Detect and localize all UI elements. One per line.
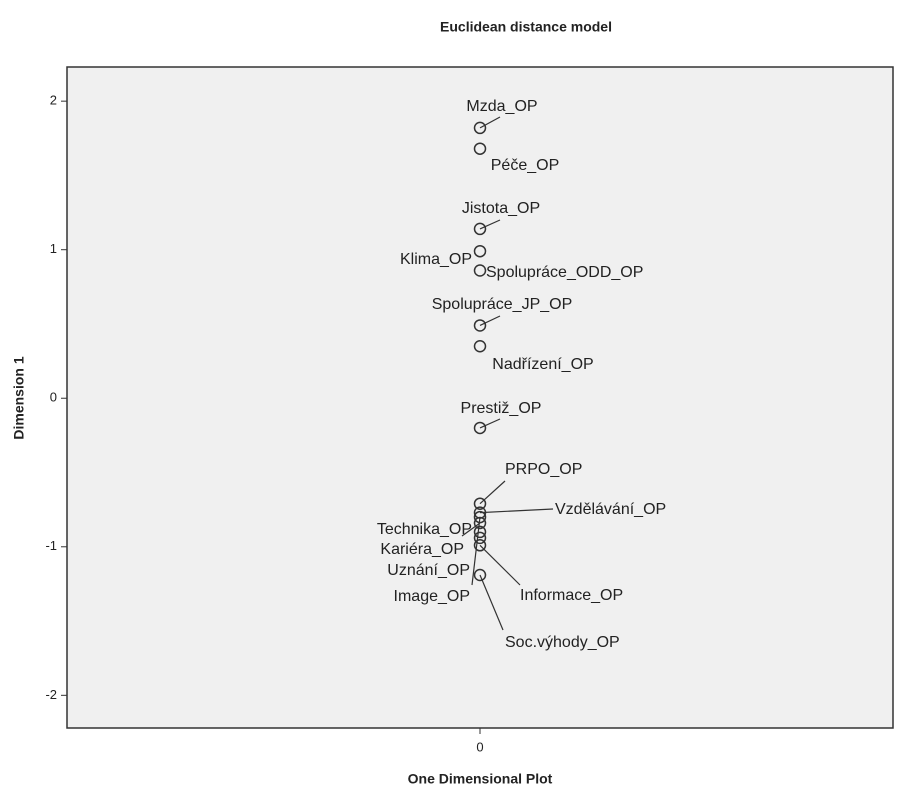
- point: [473, 497, 487, 510]
- point-label: Informace_OP: [520, 587, 623, 604]
- point-label: Mzda_OP: [466, 98, 537, 115]
- y-tick-label: -2: [45, 687, 57, 702]
- point: [473, 531, 487, 545]
- leader-line: [479, 574, 504, 631]
- y-tick-label: -1: [45, 538, 57, 553]
- point: [473, 510, 487, 524]
- point: [473, 244, 487, 258]
- point: [473, 421, 487, 435]
- point-label: Vzdělávání_OP: [555, 501, 666, 518]
- chart-title: Euclidean distance model: [440, 19, 612, 35]
- point-label: Jistota_OP: [462, 200, 540, 217]
- point-label: Nadřízení_OP: [492, 356, 593, 373]
- point-label: Kariéra_OP: [380, 541, 464, 558]
- point: [473, 121, 487, 135]
- leader-line: [461, 522, 481, 537]
- leader-line: [479, 418, 501, 429]
- leader-line: [479, 315, 501, 327]
- point: [473, 222, 487, 236]
- point-label: Image_OP: [394, 588, 470, 605]
- point-label: Soc.výhody_OP: [505, 634, 620, 651]
- point: [473, 340, 487, 353]
- point: [473, 539, 487, 552]
- x-axis-label: One Dimensional Plot: [408, 771, 553, 787]
- point-label: PRPO_OP: [505, 461, 582, 478]
- leader-line: [479, 219, 501, 230]
- x-tick-label: 0: [476, 739, 483, 754]
- y-axis-label: Dimension 1: [11, 356, 27, 439]
- point-label: Klima_OP: [400, 251, 472, 268]
- point-label: Spolupráce_JP_OP: [432, 296, 573, 313]
- leader-line: [471, 517, 481, 586]
- leader-line: [479, 544, 521, 586]
- point-label: Technika_OP: [377, 521, 472, 538]
- plot-area: [66, 66, 894, 729]
- point-label: Péče_OP: [491, 157, 559, 174]
- y-tick-label: 0: [50, 390, 57, 405]
- point: [473, 264, 487, 277]
- point: [473, 142, 487, 155]
- point: [473, 568, 487, 582]
- y-tick-label: 2: [50, 93, 57, 108]
- point: [473, 319, 487, 332]
- point-label: Prestiž_OP: [461, 400, 542, 417]
- point-label: Uznání_OP: [387, 562, 470, 579]
- point: [473, 525, 487, 539]
- leader-line: [479, 508, 554, 514]
- point-label: Spolupráce_ODD_OP: [486, 264, 643, 281]
- y-tick-label: 1: [50, 241, 57, 256]
- leader-line: [479, 116, 501, 129]
